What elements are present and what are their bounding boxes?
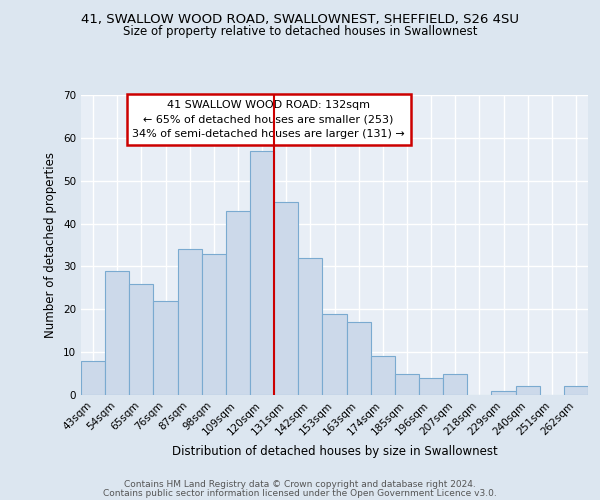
Bar [250,150,274,395]
Bar [202,254,226,395]
X-axis label: Distribution of detached houses by size in Swallownest: Distribution of detached houses by size … [172,445,497,458]
Bar [178,250,202,395]
Bar [564,386,588,395]
Text: 41, SWALLOW WOOD ROAD, SWALLOWNEST, SHEFFIELD, S26 4SU: 41, SWALLOW WOOD ROAD, SWALLOWNEST, SHEF… [81,12,519,26]
Bar [371,356,395,395]
Text: 41 SWALLOW WOOD ROAD: 132sqm
← 65% of detached houses are smaller (253)
34% of s: 41 SWALLOW WOOD ROAD: 132sqm ← 65% of de… [132,100,405,139]
Text: Contains HM Land Registry data © Crown copyright and database right 2024.: Contains HM Land Registry data © Crown c… [124,480,476,489]
Text: Size of property relative to detached houses in Swallownest: Size of property relative to detached ho… [123,25,477,38]
Bar [395,374,419,395]
Bar [419,378,443,395]
Y-axis label: Number of detached properties: Number of detached properties [44,152,58,338]
Bar [226,210,250,395]
Text: Contains public sector information licensed under the Open Government Licence v3: Contains public sector information licen… [103,488,497,498]
Bar [298,258,322,395]
Bar [322,314,347,395]
Bar [129,284,154,395]
Bar [81,360,105,395]
Bar [274,202,298,395]
Bar [515,386,540,395]
Bar [347,322,371,395]
Bar [105,270,129,395]
Bar [154,300,178,395]
Bar [491,390,515,395]
Bar [443,374,467,395]
